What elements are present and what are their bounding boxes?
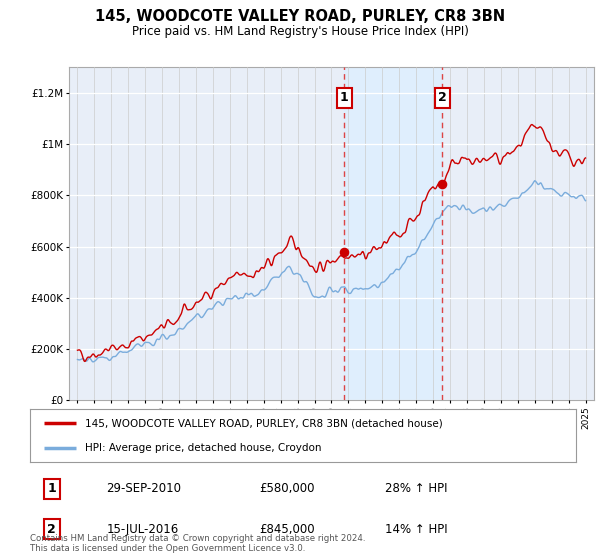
Text: 145, WOODCOTE VALLEY ROAD, PURLEY, CR8 3BN: 145, WOODCOTE VALLEY ROAD, PURLEY, CR8 3… xyxy=(95,9,505,24)
Text: Contains HM Land Registry data © Crown copyright and database right 2024.
This d: Contains HM Land Registry data © Crown c… xyxy=(30,534,365,553)
Text: 14% ↑ HPI: 14% ↑ HPI xyxy=(385,522,448,536)
Point xyxy=(437,179,447,188)
Text: 15-JUL-2016: 15-JUL-2016 xyxy=(106,522,179,536)
Text: 1: 1 xyxy=(340,91,349,105)
Text: HPI: Average price, detached house, Croydon: HPI: Average price, detached house, Croy… xyxy=(85,442,321,452)
Text: 145, WOODCOTE VALLEY ROAD, PURLEY, CR8 3BN (detached house): 145, WOODCOTE VALLEY ROAD, PURLEY, CR8 3… xyxy=(85,418,442,428)
Text: £580,000: £580,000 xyxy=(259,482,315,496)
Bar xyxy=(344,67,442,400)
Text: 2: 2 xyxy=(438,91,446,105)
Text: 29-SEP-2010: 29-SEP-2010 xyxy=(106,482,181,496)
Text: 2: 2 xyxy=(47,522,56,536)
Text: 1: 1 xyxy=(47,482,56,496)
Text: Price paid vs. HM Land Registry's House Price Index (HPI): Price paid vs. HM Land Registry's House … xyxy=(131,25,469,38)
Point xyxy=(340,248,349,256)
Text: £845,000: £845,000 xyxy=(259,522,315,536)
Text: 28% ↑ HPI: 28% ↑ HPI xyxy=(385,482,448,496)
